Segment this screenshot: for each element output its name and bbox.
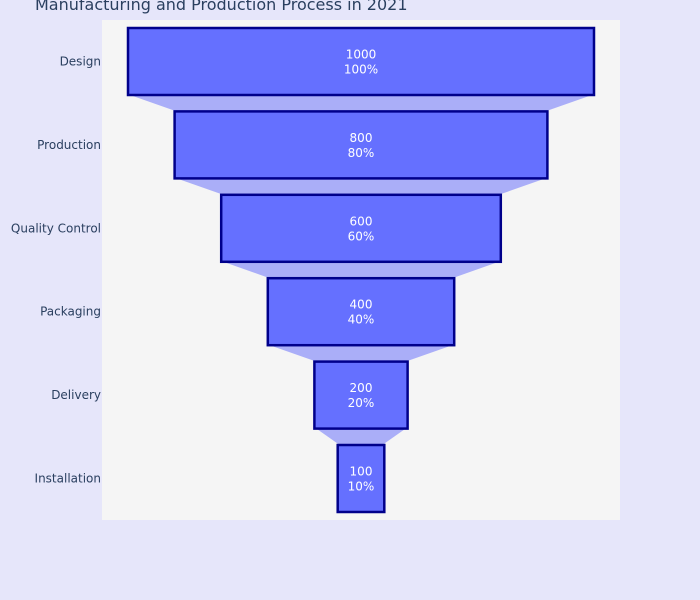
funnel-connector xyxy=(176,178,546,195)
category-label: Design xyxy=(60,55,101,69)
percent-label: 80% xyxy=(348,146,375,160)
value-label: 100 xyxy=(350,465,373,479)
category-label: Quality Control xyxy=(11,221,101,235)
percent-label: 40% xyxy=(348,313,375,327)
funnel-bar xyxy=(173,110,549,180)
funnel-connector xyxy=(223,261,499,279)
percent-label: 100% xyxy=(344,63,378,77)
percent-label: 60% xyxy=(348,229,375,243)
value-label: 200 xyxy=(350,381,373,395)
funnel-bar xyxy=(336,443,386,514)
value-label: 400 xyxy=(350,298,373,312)
category-label: Packaging xyxy=(40,305,101,319)
percent-label: 20% xyxy=(348,396,375,410)
value-label: 1000 xyxy=(346,48,377,62)
percent-label: 10% xyxy=(348,480,375,494)
funnel-bar xyxy=(313,360,409,430)
category-label: Production xyxy=(37,138,101,152)
funnel-bar xyxy=(266,276,456,347)
funnel-connector xyxy=(130,95,592,112)
category-label: Installation xyxy=(35,472,101,486)
funnel-connector xyxy=(269,345,453,362)
funnel-connector xyxy=(316,428,406,445)
funnel-bar xyxy=(126,26,596,97)
value-label: 600 xyxy=(350,214,373,228)
funnel-bar xyxy=(219,193,503,264)
category-label: Delivery xyxy=(51,388,101,402)
value-label: 800 xyxy=(350,131,373,145)
chart-title: Manufacturing and Production Process in … xyxy=(35,0,408,14)
